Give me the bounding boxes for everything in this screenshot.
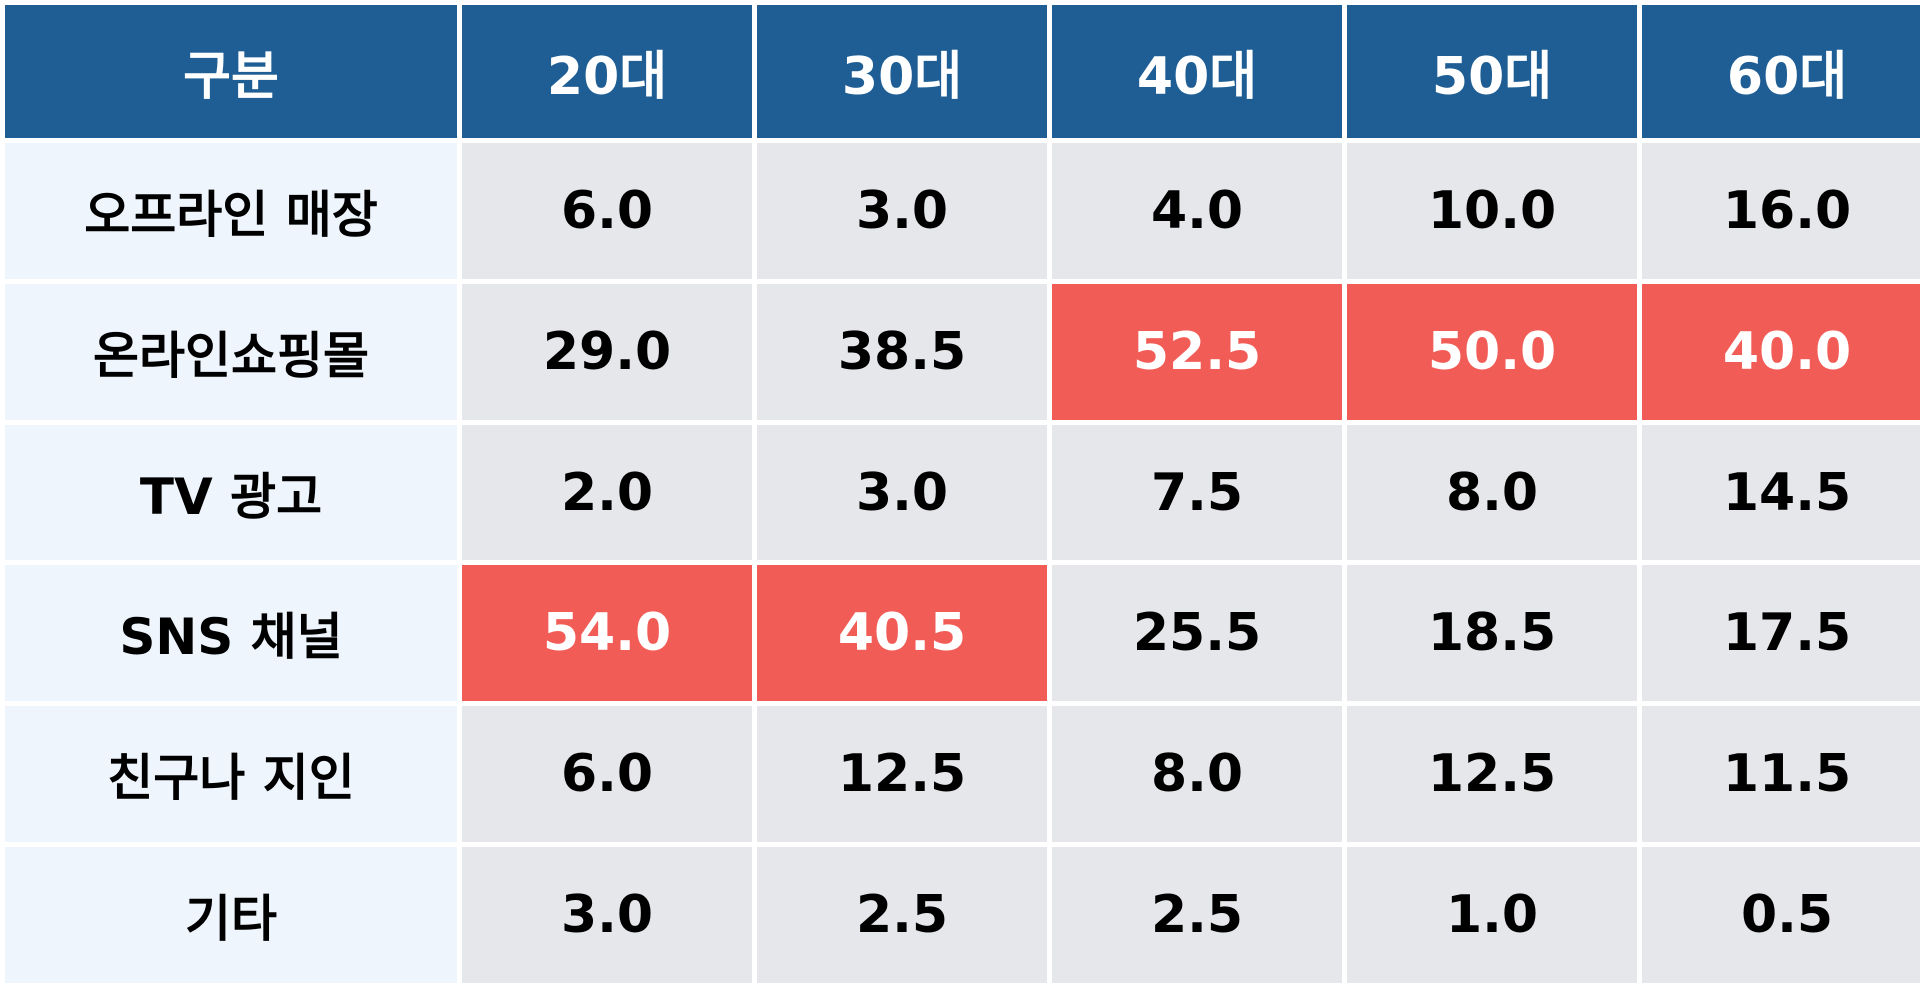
column-header-category: 구분 bbox=[5, 5, 457, 138]
data-cell: 2.5 bbox=[1052, 847, 1342, 983]
data-cell: 6.0 bbox=[462, 706, 752, 843]
column-header-20s: 20대 bbox=[462, 5, 752, 138]
table-row: 오프라인 매장 6.0 3.0 4.0 10.0 16.0 bbox=[5, 143, 1920, 279]
data-cell: 1.0 bbox=[1347, 847, 1637, 983]
data-cell: 40.0 bbox=[1642, 283, 1920, 420]
data-cell: 25.5 bbox=[1052, 565, 1342, 702]
data-cell: 29.0 bbox=[462, 283, 752, 420]
data-cell: 3.0 bbox=[462, 847, 752, 983]
column-header-30s: 30대 bbox=[757, 5, 1047, 138]
table-row: TV 광고 2.0 3.0 7.5 8.0 14.5 bbox=[5, 424, 1920, 561]
row-label: 온라인쇼핑몰 bbox=[5, 283, 457, 420]
data-cell: 12.5 bbox=[757, 706, 1047, 843]
data-cell: 16.0 bbox=[1642, 143, 1920, 279]
header-row: 구분 20대 30대 40대 50대 60대 bbox=[5, 5, 1920, 138]
data-cell: 50.0 bbox=[1347, 283, 1637, 420]
data-cell: 12.5 bbox=[1347, 706, 1637, 843]
data-cell: 52.5 bbox=[1052, 283, 1342, 420]
data-cell: 10.0 bbox=[1347, 143, 1637, 279]
data-cell: 8.0 bbox=[1347, 424, 1637, 561]
row-label: 오프라인 매장 bbox=[5, 143, 457, 279]
data-cell: 11.5 bbox=[1642, 706, 1920, 843]
data-cell: 2.0 bbox=[462, 424, 752, 561]
row-label: 기타 bbox=[5, 847, 457, 983]
data-cell: 2.5 bbox=[757, 847, 1047, 983]
data-cell: 38.5 bbox=[757, 283, 1047, 420]
data-cell: 3.0 bbox=[757, 424, 1047, 561]
data-cell: 18.5 bbox=[1347, 565, 1637, 702]
column-header-40s: 40대 bbox=[1052, 5, 1342, 138]
data-cell: 3.0 bbox=[757, 143, 1047, 279]
row-label: 친구나 지인 bbox=[5, 706, 457, 843]
data-cell: 14.5 bbox=[1642, 424, 1920, 561]
table-row: SNS 채널 54.0 40.5 25.5 18.5 17.5 bbox=[5, 565, 1920, 702]
data-cell: 17.5 bbox=[1642, 565, 1920, 702]
table-row: 온라인쇼핑몰 29.0 38.5 52.5 50.0 40.0 bbox=[5, 283, 1920, 420]
data-cell: 6.0 bbox=[462, 143, 752, 279]
data-cell: 40.5 bbox=[757, 565, 1047, 702]
table-row: 기타 3.0 2.5 2.5 1.0 0.5 bbox=[5, 847, 1920, 983]
data-cell: 7.5 bbox=[1052, 424, 1342, 561]
table-row: 친구나 지인 6.0 12.5 8.0 12.5 11.5 bbox=[5, 706, 1920, 843]
data-cell: 8.0 bbox=[1052, 706, 1342, 843]
data-cell: 4.0 bbox=[1052, 143, 1342, 279]
data-cell: 0.5 bbox=[1642, 847, 1920, 983]
data-cell: 54.0 bbox=[462, 565, 752, 702]
column-header-50s: 50대 bbox=[1347, 5, 1637, 138]
column-header-60s: 60대 bbox=[1642, 5, 1920, 138]
row-label: SNS 채널 bbox=[5, 565, 457, 702]
row-label: TV 광고 bbox=[5, 424, 457, 561]
